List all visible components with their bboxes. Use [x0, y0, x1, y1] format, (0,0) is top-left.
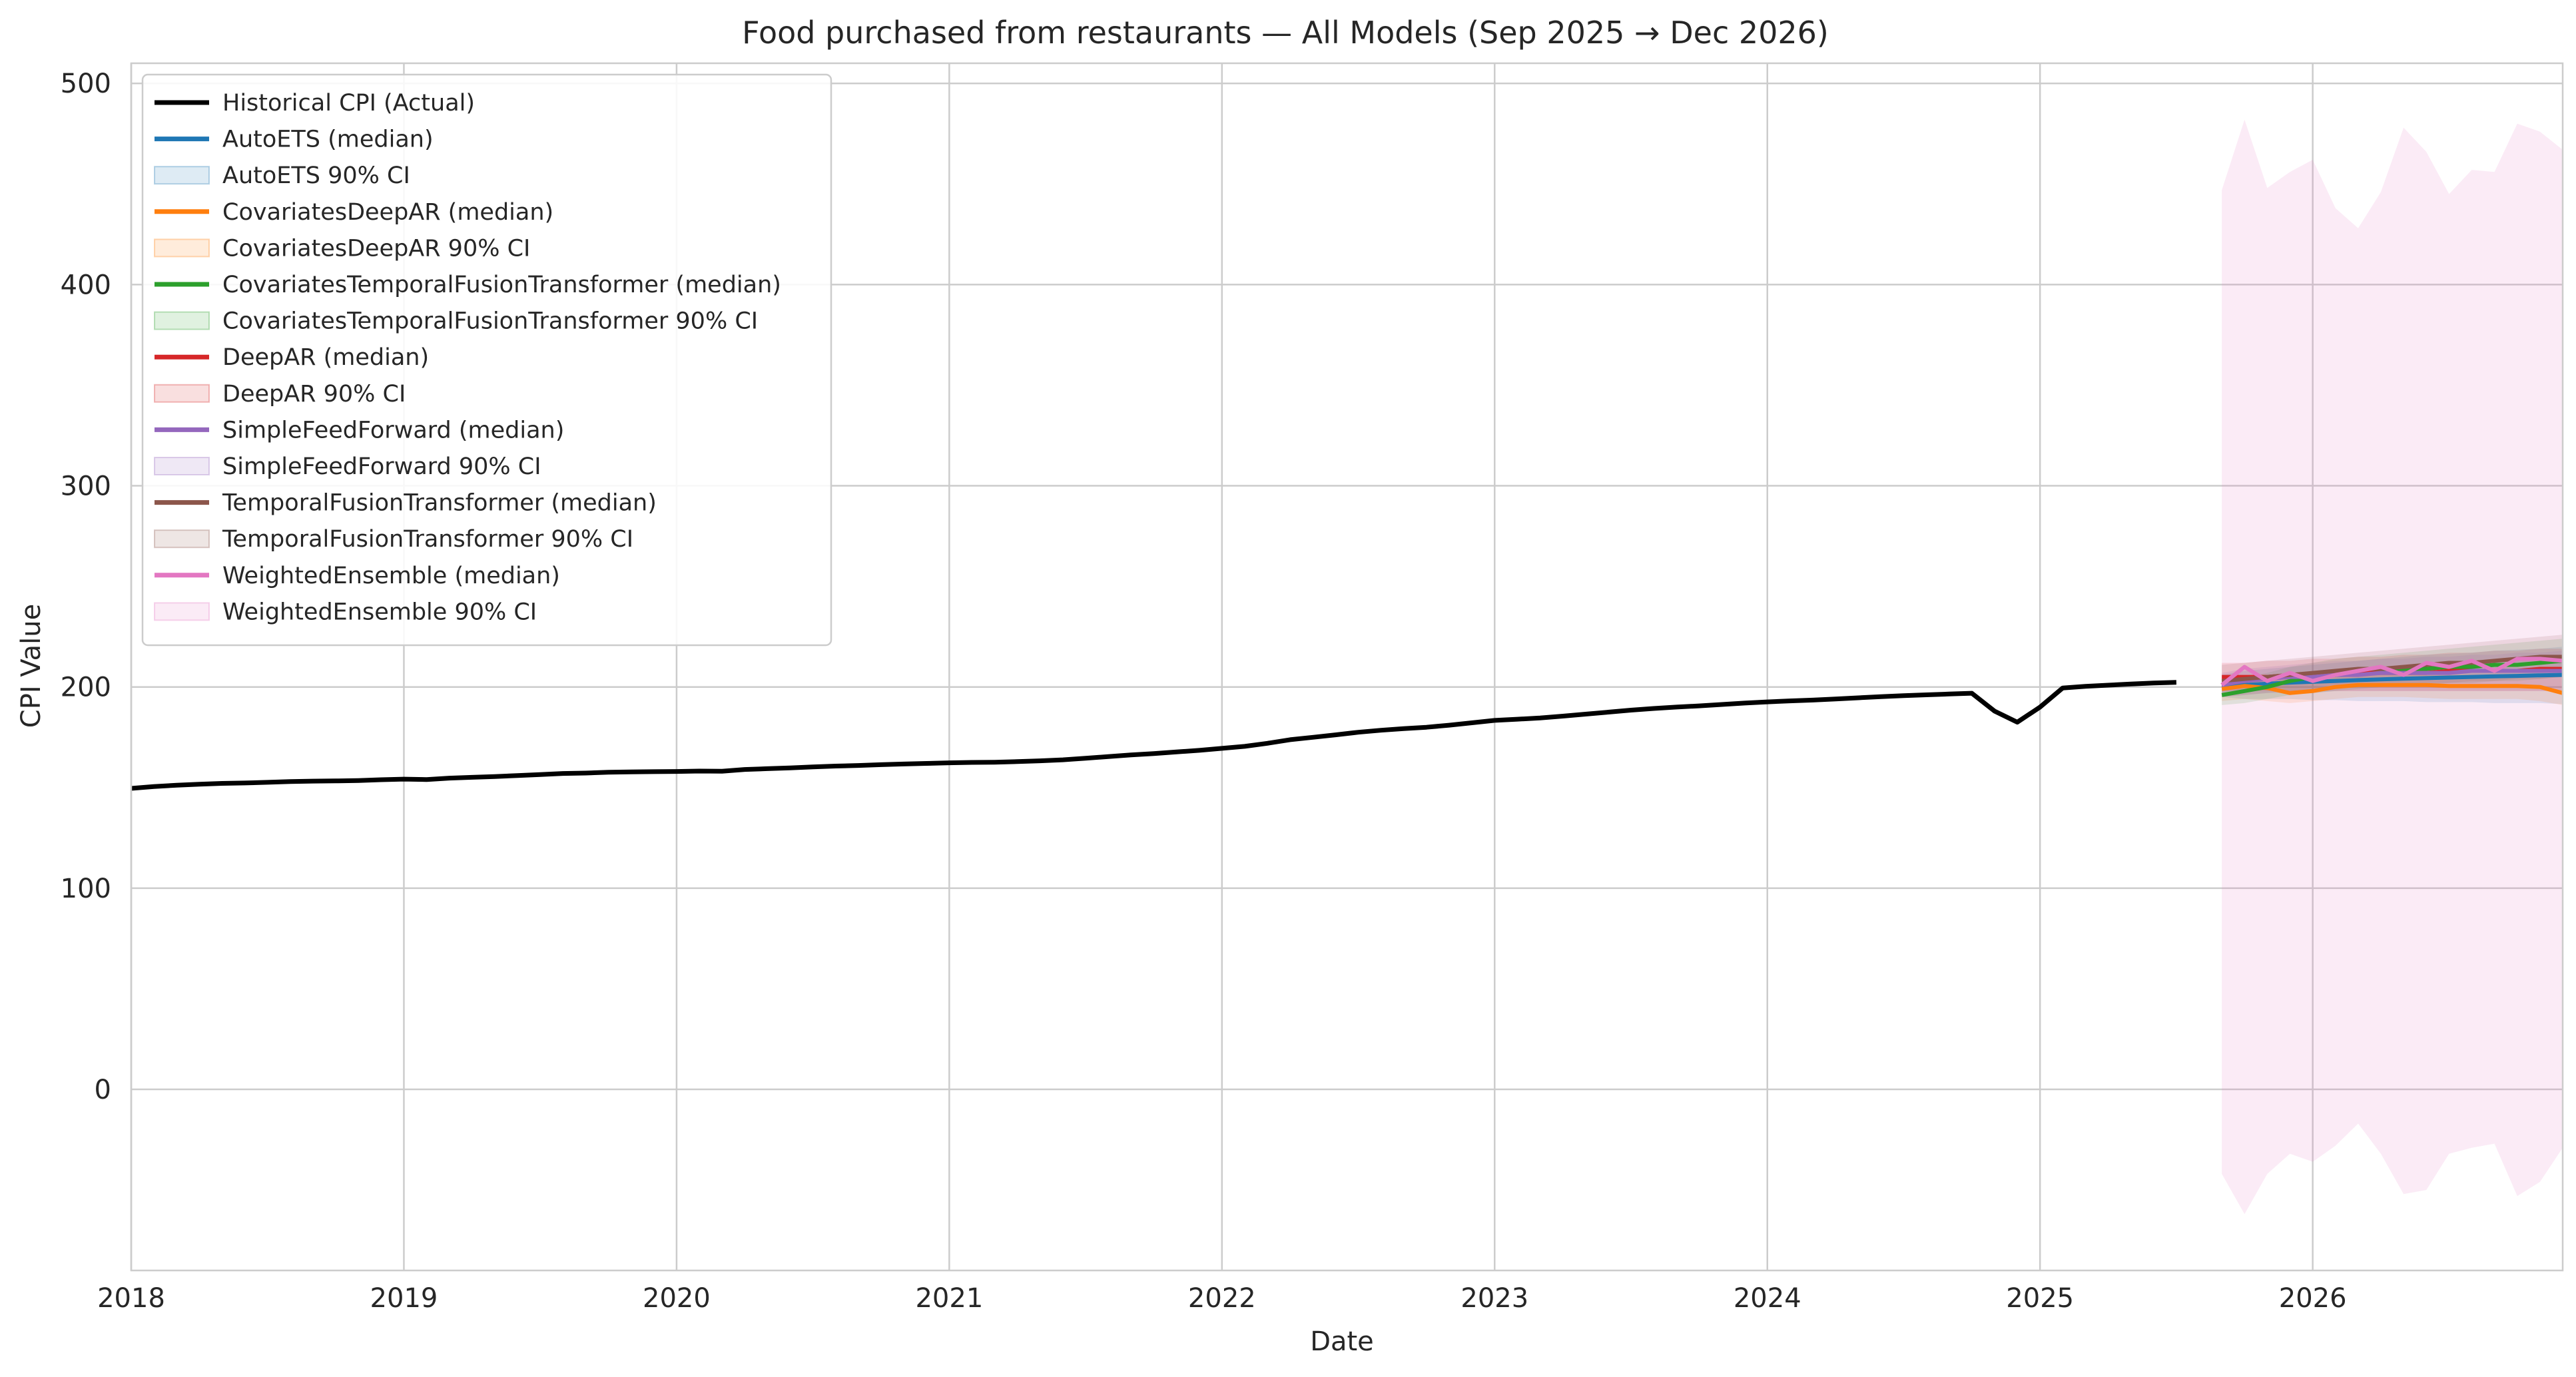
median-line [2220, 657, 2563, 687]
plot-frame [130, 62, 2564, 1272]
x-tick-label: 2020 [643, 1283, 711, 1314]
legend-label: AutoETS 90% CI [222, 162, 410, 189]
x-tick-label: 2024 [1734, 1283, 1801, 1314]
x-tick-label: 2018 [97, 1283, 165, 1314]
legend-patch-swatch [154, 311, 210, 330]
series-lines [131, 655, 2563, 791]
legend-label: SimpleFeedForward 90% CI [222, 453, 541, 480]
x-tick-label: 2025 [2006, 1283, 2074, 1314]
legend-patch-swatch [154, 602, 210, 621]
legend-label: CovariatesTemporalFusionTransformer (med… [222, 272, 781, 298]
legend-patch-swatch [154, 529, 210, 549]
legend-patch-swatch [154, 457, 210, 475]
legend-label: CovariatesDeepAR (median) [222, 199, 553, 226]
x-axis-label: Date [1310, 1326, 1374, 1357]
legend-label: AutoETS (median) [222, 127, 434, 153]
tick-labels: 2018 2019 2020 2021 2022 2023 2024 2025 2026 0 100… [61, 69, 2347, 1314]
legend-patch-swatch [154, 384, 210, 403]
y-tick-label: 500 [61, 69, 111, 99]
y-tick-label: 300 [61, 471, 111, 502]
legend-label: CovariatesTemporalFusionTransformer 90% … [222, 308, 758, 335]
y-tick-label: 400 [61, 270, 111, 300]
y-tick-label: 100 [61, 874, 111, 904]
y-tick-label: 200 [61, 673, 111, 703]
x-tick-label: 2022 [1188, 1283, 1256, 1314]
legend-label: WeightedEnsemble (median) [222, 563, 560, 589]
historical-line [131, 680, 2176, 791]
legend: Historical CPI (Actual) AutoETS (median) A… [141, 73, 832, 647]
median-line [2221, 683, 2563, 695]
x-tick-label: 2023 [1460, 1283, 1528, 1314]
legend-label: WeightedEnsemble 90% CI [222, 599, 537, 625]
legend-patch-swatch [154, 238, 210, 258]
x-tick-label: 2026 [2279, 1283, 2347, 1314]
legend-label: DeepAR (median) [222, 344, 429, 371]
legend-box [141, 73, 832, 647]
legend-label: TemporalFusionTransformer 90% CI [222, 526, 633, 553]
legend-label: DeepAR 90% CI [222, 381, 406, 408]
legend-label: SimpleFeedForward (median) [222, 417, 564, 443]
y-tick-label: 0 [95, 1075, 111, 1105]
chart-title: Food purchased from restaurants — All Mo… [742, 15, 1829, 51]
legend-patch-swatch [154, 166, 210, 185]
y-axis-label: CPI Value [16, 604, 47, 728]
x-tick-label: 2021 [915, 1283, 983, 1314]
x-tick-label: 2019 [370, 1283, 438, 1314]
legend-label: Historical CPI (Actual) [222, 90, 475, 117]
legend-label: TemporalFusionTransformer (median) [222, 490, 657, 517]
legend-label: CovariatesDeepAR 90% CI [222, 235, 530, 262]
